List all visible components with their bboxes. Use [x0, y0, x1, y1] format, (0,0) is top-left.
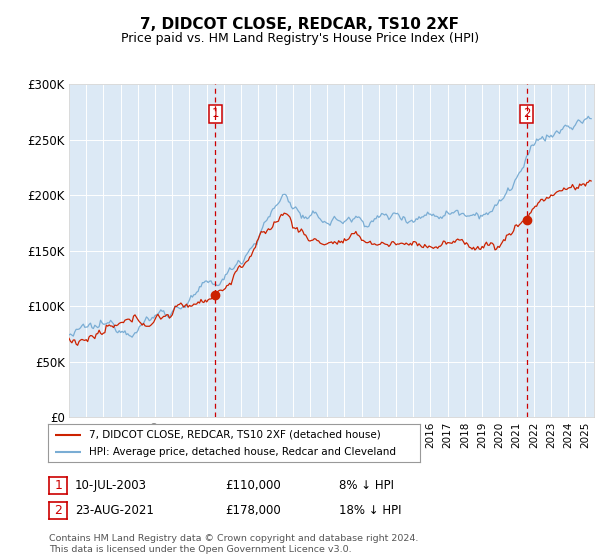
- Text: Contains HM Land Registry data © Crown copyright and database right 2024.: Contains HM Land Registry data © Crown c…: [49, 534, 419, 543]
- Text: Price paid vs. HM Land Registry's House Price Index (HPI): Price paid vs. HM Land Registry's House …: [121, 32, 479, 45]
- Text: HPI: Average price, detached house, Redcar and Cleveland: HPI: Average price, detached house, Redc…: [89, 447, 396, 457]
- Text: 1: 1: [54, 479, 62, 492]
- Text: 7, DIDCOT CLOSE, REDCAR, TS10 2XF (detached house): 7, DIDCOT CLOSE, REDCAR, TS10 2XF (detac…: [89, 430, 380, 440]
- Text: 8% ↓ HPI: 8% ↓ HPI: [339, 479, 394, 492]
- Text: £178,000: £178,000: [225, 504, 281, 517]
- Text: 10-JUL-2003: 10-JUL-2003: [75, 479, 147, 492]
- Text: This data is licensed under the Open Government Licence v3.0.: This data is licensed under the Open Gov…: [49, 545, 352, 554]
- Text: 1: 1: [212, 108, 219, 120]
- Text: 2: 2: [54, 504, 62, 517]
- Text: 18% ↓ HPI: 18% ↓ HPI: [339, 504, 401, 517]
- Text: 23-AUG-2021: 23-AUG-2021: [75, 504, 154, 517]
- Text: 2: 2: [523, 108, 530, 120]
- Text: £110,000: £110,000: [225, 479, 281, 492]
- Text: 7, DIDCOT CLOSE, REDCAR, TS10 2XF: 7, DIDCOT CLOSE, REDCAR, TS10 2XF: [140, 17, 460, 32]
